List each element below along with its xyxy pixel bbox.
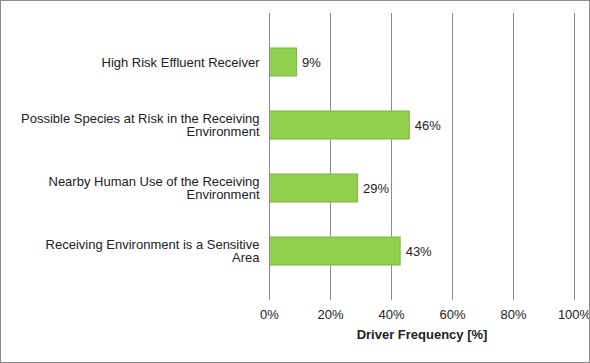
svg-text:Receiving Environment is a Sen: Receiving Environment is a SensitiveArea [46,237,261,265]
svg-text:Driver Frequency [%]: Driver Frequency [%] [357,327,488,342]
svg-text:100%: 100% [558,307,589,322]
svg-text:43%: 43% [406,244,432,259]
svg-text:20%: 20% [317,307,343,322]
svg-text:Nearby Human Use of the Receiv: Nearby Human Use of the ReceivingEnviron… [49,174,260,202]
svg-text:0%: 0% [260,307,279,322]
svg-text:80%: 80% [500,307,526,322]
svg-text:High Risk Effluent Receiver: High Risk Effluent Receiver [102,55,261,70]
svg-text:9%: 9% [302,55,321,70]
svg-text:29%: 29% [363,181,389,196]
svg-text:Possible Species at Risk in th: Possible Species at Risk in the Receivin… [21,111,260,139]
svg-text:40%: 40% [378,307,404,322]
svg-text:46%: 46% [415,118,441,133]
svg-text:60%: 60% [439,307,465,322]
